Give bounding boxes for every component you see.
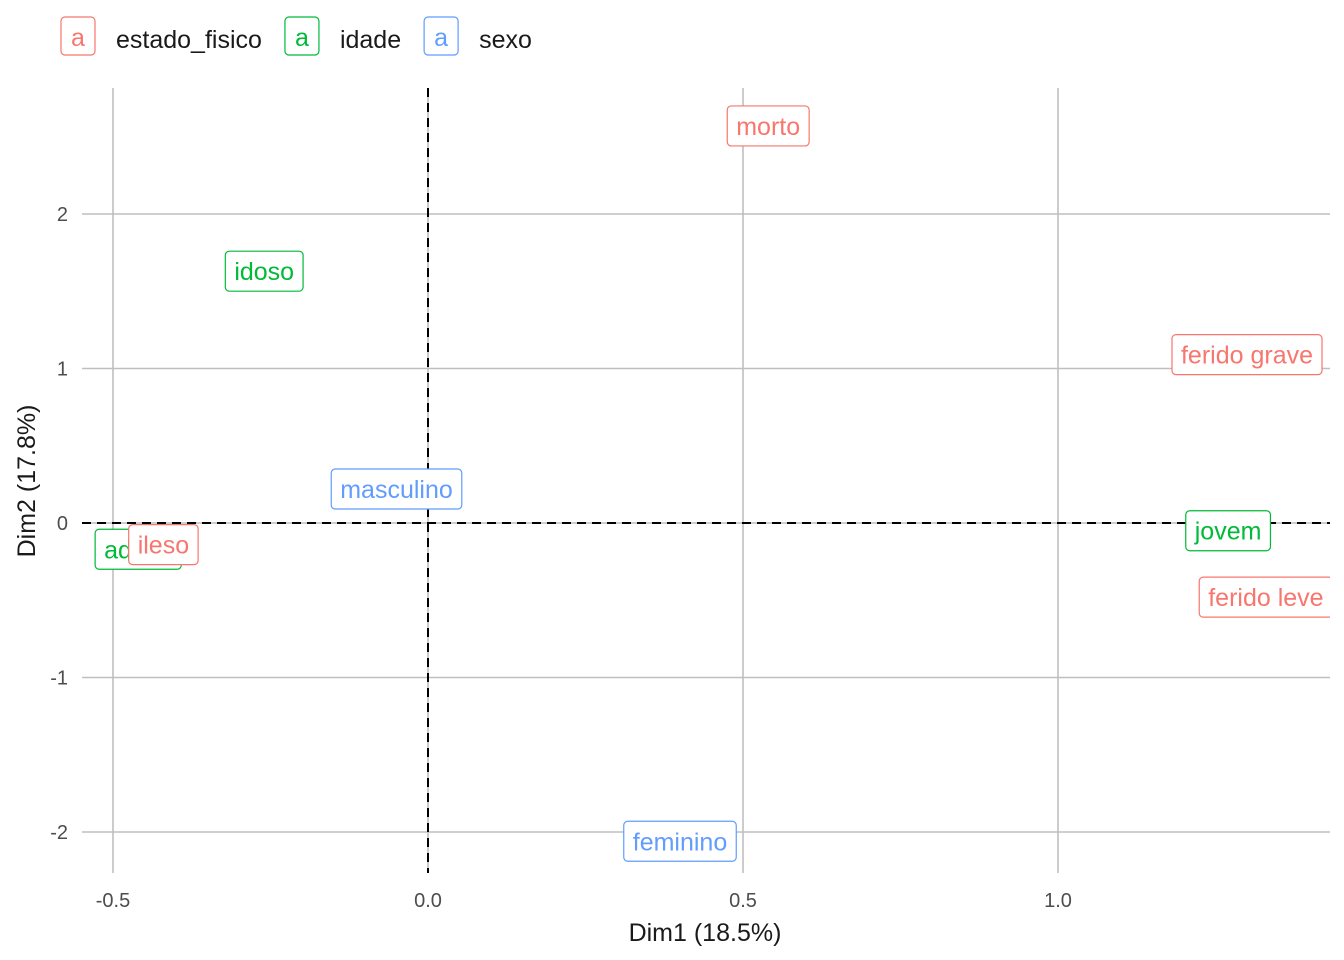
legend-key xyxy=(60,16,96,56)
legend-item-idade: a idade xyxy=(284,16,401,56)
legend-label: idade xyxy=(340,26,401,54)
y-tick-label: 2 xyxy=(57,204,68,226)
y-tick-label: 1 xyxy=(57,359,68,381)
label-text: morto xyxy=(736,113,800,141)
y-tick-label: -2 xyxy=(50,822,68,844)
legend-item-estado-fisico: a estado_fisico xyxy=(60,16,262,56)
reference-lines xyxy=(82,88,1330,873)
y-tick-label: -1 xyxy=(50,668,68,690)
legend: a estado_fisico a idade a sexo xyxy=(60,16,532,56)
label-box xyxy=(330,468,463,510)
x-tick-label: 0.5 xyxy=(729,890,757,912)
legend-key-glyph: a xyxy=(434,24,448,52)
x-axis-ticks: -0.5 0.0 0.5 1.0 xyxy=(96,890,1072,912)
label-text: ferido leve xyxy=(1208,584,1323,612)
legend-key xyxy=(423,16,459,56)
point-label: masculino xyxy=(330,468,463,510)
point-label: ileso xyxy=(128,524,199,566)
y-axis-title: Dim2 (17.8%) xyxy=(13,405,41,558)
label-text: ileso xyxy=(138,532,189,560)
label-box xyxy=(1171,333,1323,376)
y-tick-label: 0 xyxy=(57,513,68,535)
legend-item-sexo: a sexo xyxy=(423,16,532,56)
label-box xyxy=(1198,576,1330,618)
legend-label: estado_fisico xyxy=(116,26,262,54)
x-axis-title: Dim1 (18.5%) xyxy=(629,919,782,947)
label-text: jovem xyxy=(1194,518,1262,546)
x-tick-label: 0.0 xyxy=(414,890,442,912)
y-axis-ticks: -2 -1 0 1 2 xyxy=(50,204,68,844)
legend-label: sexo xyxy=(479,26,532,54)
point-label: idoso xyxy=(224,250,304,292)
point-label: morto xyxy=(726,105,810,147)
legend-key xyxy=(284,16,320,56)
label-box xyxy=(224,250,304,292)
label-text: idoso xyxy=(234,258,294,286)
grid-lines xyxy=(82,88,1330,873)
point-label: ferido grave xyxy=(1171,333,1323,376)
legend-key-glyph: a xyxy=(71,24,85,52)
label-text: feminino xyxy=(633,828,728,856)
x-tick-label: -0.5 xyxy=(96,890,130,912)
point-label: ferido leve xyxy=(1198,576,1330,618)
point-label: jovem xyxy=(1185,510,1272,552)
point-label: feminino xyxy=(623,820,737,862)
label-box xyxy=(623,820,737,862)
label-text: masculino xyxy=(340,476,453,504)
legend-key-glyph: a xyxy=(295,24,309,52)
label-box xyxy=(726,105,810,147)
label-box xyxy=(128,524,199,566)
label-box xyxy=(1185,510,1272,552)
label-text: ferido grave xyxy=(1181,342,1313,370)
x-tick-label: 1.0 xyxy=(1044,890,1072,912)
